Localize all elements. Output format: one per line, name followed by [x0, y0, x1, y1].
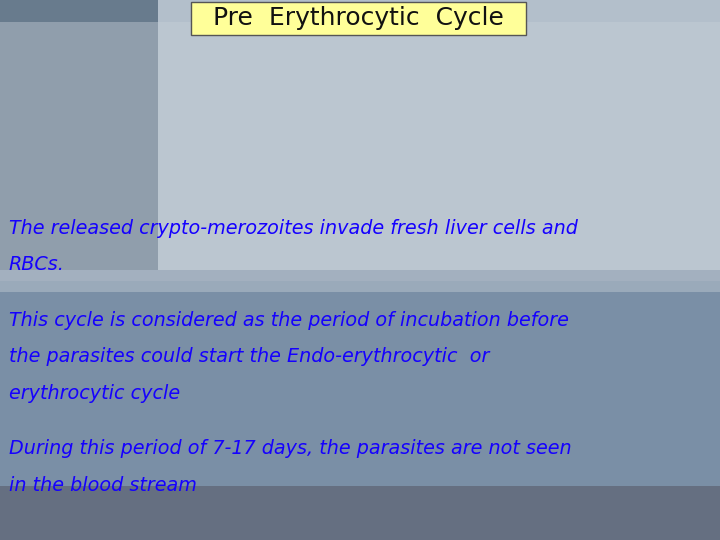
- Bar: [0, 486, 720, 540]
- Bar: [0, 22, 720, 292]
- Text: RBCs.: RBCs.: [9, 255, 65, 274]
- Bar: [0, 0, 720, 281]
- Bar: [191, 2, 526, 35]
- Bar: [158, 0, 720, 270]
- Text: erythrocytic cycle: erythrocytic cycle: [9, 384, 180, 403]
- Text: Pre  Erythrocytic  Cycle: Pre Erythrocytic Cycle: [213, 6, 503, 30]
- Bar: [0, 0, 158, 270]
- Text: This cycle is considered as the period of incubation before: This cycle is considered as the period o…: [9, 310, 569, 329]
- Bar: [0, 281, 720, 540]
- Text: in the blood stream: in the blood stream: [9, 476, 197, 495]
- Text: The released crypto-merozoites invade fresh liver cells and: The released crypto-merozoites invade fr…: [9, 219, 577, 238]
- Text: During this period of 7-17 days, the parasites are not seen: During this period of 7-17 days, the par…: [9, 439, 571, 458]
- Text: the parasites could start the Endo-erythrocytic  or: the parasites could start the Endo-eryth…: [9, 347, 489, 366]
